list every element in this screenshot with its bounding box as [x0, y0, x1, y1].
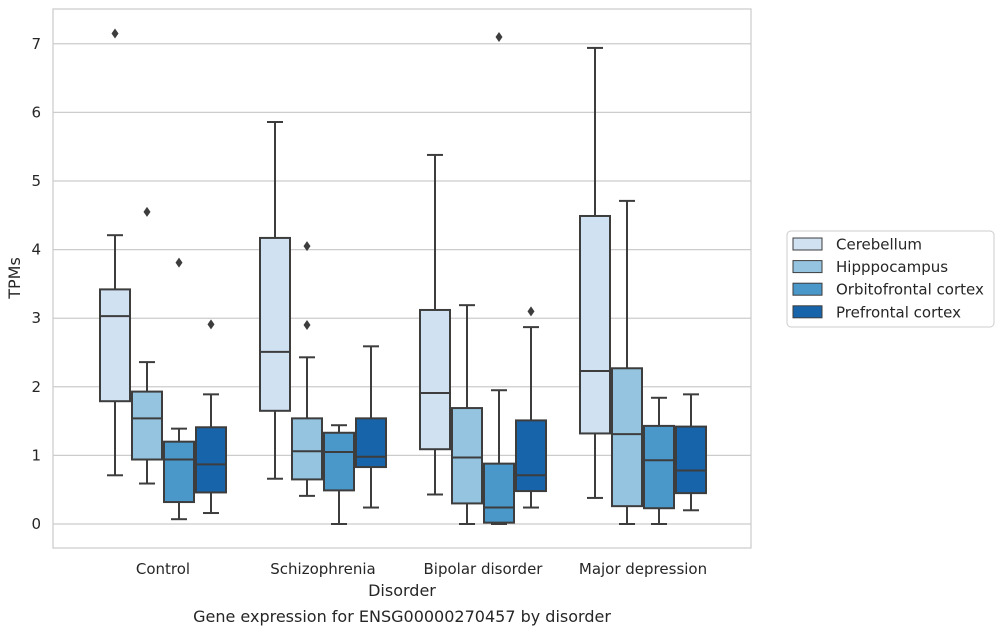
box-group: [675, 393, 707, 512]
box: [515, 419, 547, 493]
y-tick-label: 6: [31, 103, 41, 121]
box: [483, 462, 515, 524]
legend-swatch: [792, 237, 823, 251]
box-group: [355, 345, 387, 509]
x-tick-label: Schizophrenia: [270, 560, 375, 578]
legend-label: Prefrontal cortex: [836, 303, 961, 321]
y-tick-label: 1: [31, 446, 41, 464]
box: [451, 407, 483, 505]
box: [99, 288, 131, 403]
box: [323, 431, 355, 492]
box-group: [611, 199, 643, 525]
y-axis-label: TPMs: [5, 257, 24, 300]
legend-swatch: [792, 305, 823, 319]
x-axis-label: Disorder: [368, 581, 436, 600]
box-group: [259, 121, 291, 480]
box-group: [515, 306, 547, 509]
outlier-point: [303, 241, 311, 252]
legend-label: Hipppocampus: [836, 258, 948, 276]
box-group: [483, 31, 515, 525]
box-group: [131, 206, 163, 485]
box: [579, 214, 611, 435]
box: [643, 424, 675, 510]
y-tick-label: 3: [31, 309, 41, 327]
y-tick-label: 4: [31, 241, 41, 259]
box: [675, 425, 707, 495]
legend-swatch: [792, 260, 823, 274]
boxes: [99, 28, 707, 525]
x-tick-label: Control: [136, 560, 190, 578]
box-group: [451, 304, 483, 525]
y-tick-label: 2: [31, 378, 41, 396]
box-group: [163, 257, 195, 521]
outlier-point: [175, 257, 183, 268]
plot-frame: [52, 8, 752, 549]
box-group: [195, 319, 227, 515]
box: [291, 417, 323, 481]
legend-label: Orbitofrontal cortex: [836, 281, 984, 299]
outlier-point: [303, 320, 311, 331]
chart-caption: Gene expression for ENSG00000270457 by d…: [193, 607, 611, 626]
y-tick-label: 5: [31, 172, 41, 190]
y-axis-ticks: 0 1 2 3 4 5 6 7: [31, 35, 41, 533]
legend-frame: [786, 230, 995, 328]
box-group: [643, 396, 675, 525]
legend-label: Cerebellum: [836, 236, 922, 254]
box: [611, 367, 643, 508]
box-group: [323, 424, 355, 525]
legend: Cerebellum Hipppocampus Orbitofrontal cort…: [786, 230, 995, 328]
box-group: [579, 46, 611, 499]
y-tick-label: 7: [31, 35, 41, 53]
box: [355, 417, 387, 469]
box: [419, 308, 451, 451]
box-group: [99, 28, 131, 477]
outlier-point: [143, 206, 151, 217]
outlier-point: [207, 319, 215, 330]
box: [131, 390, 163, 461]
box-group: [419, 153, 451, 496]
outlier-point: [527, 306, 535, 317]
box-group: [291, 241, 323, 497]
box: [195, 426, 227, 494]
y-tick-label: 0: [31, 515, 41, 533]
x-tick-label: Major depression: [579, 560, 707, 578]
box: [163, 440, 195, 504]
x-tick-label: Bipolar disorder: [424, 560, 544, 578]
outlier-point: [111, 28, 119, 39]
box: [259, 236, 291, 412]
x-axis-ticks: Control Schizophrenia Bipolar disorder Majo…: [136, 560, 707, 578]
outlier-point: [495, 31, 503, 42]
legend-swatch: [792, 282, 823, 296]
